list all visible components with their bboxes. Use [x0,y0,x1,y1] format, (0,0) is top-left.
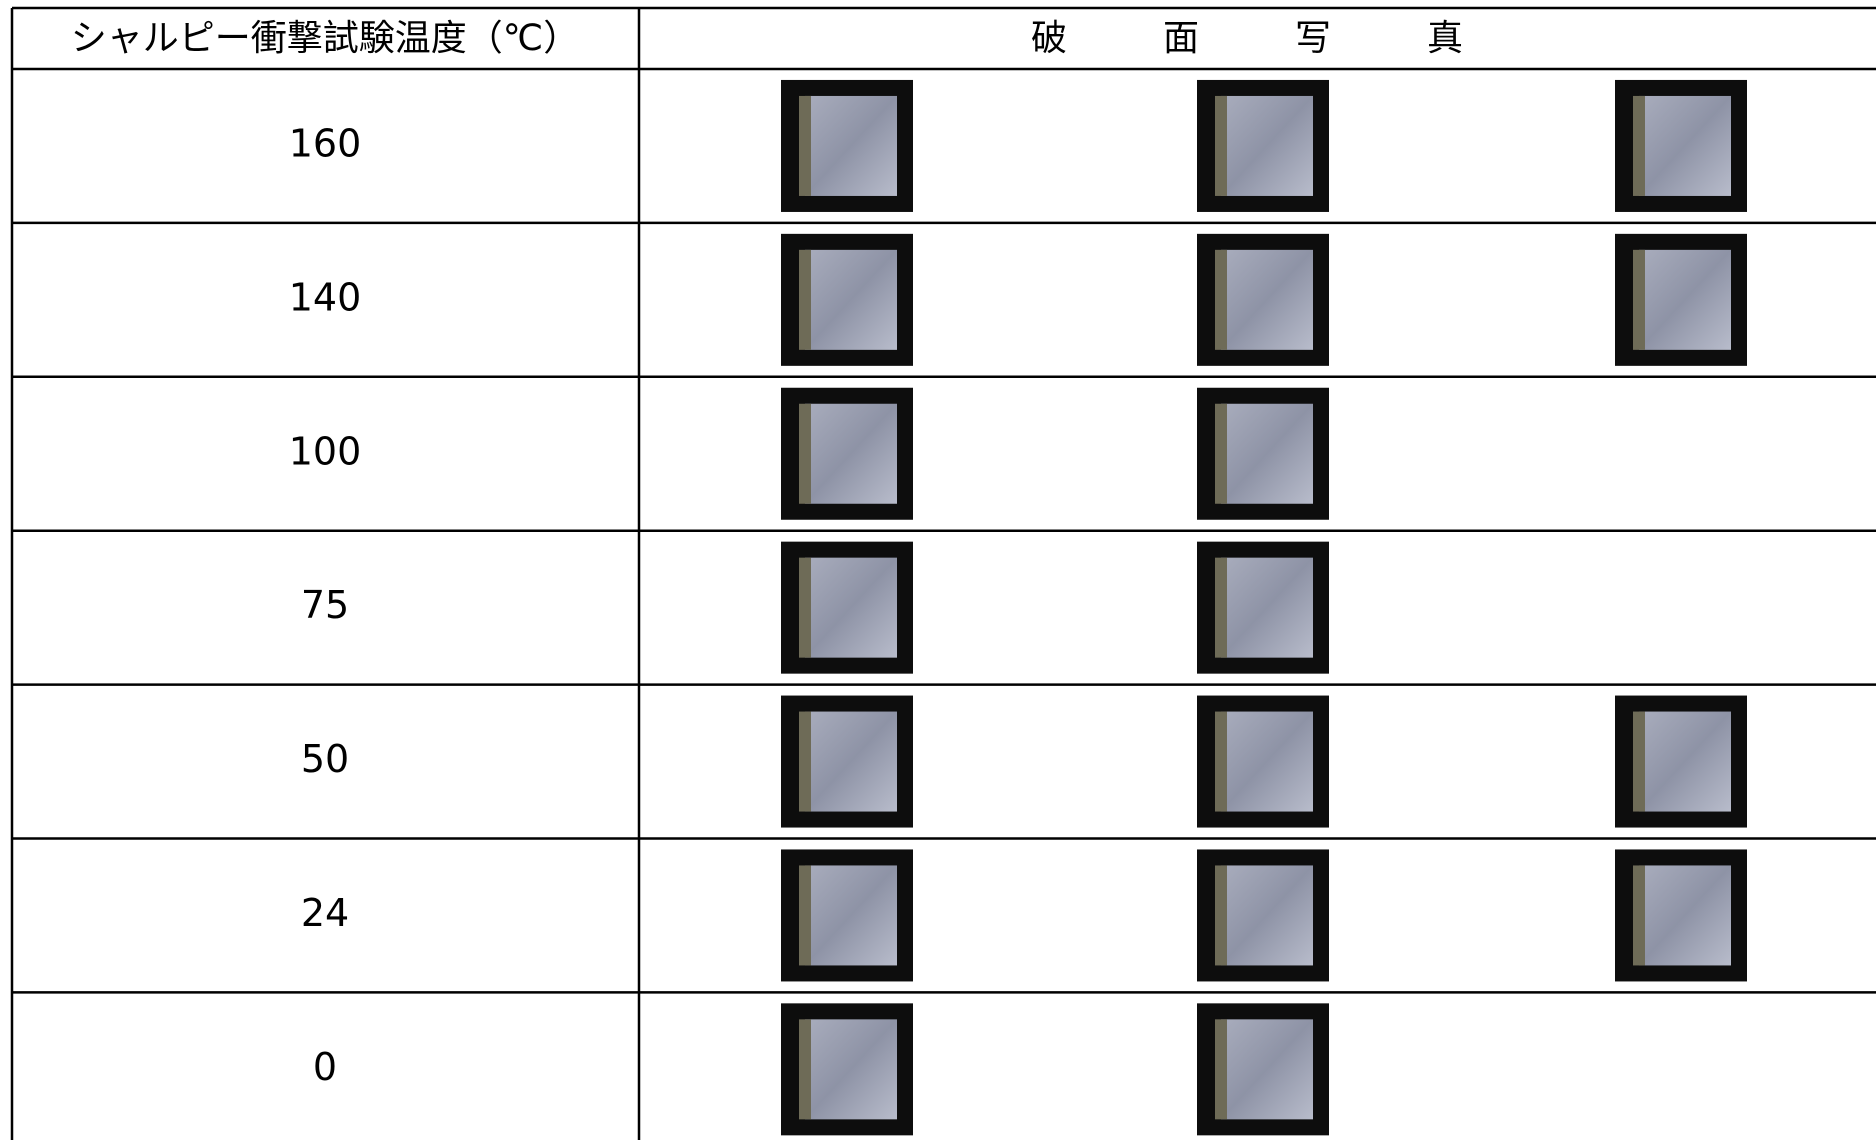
notch-edge [799,711,811,812]
temperature: 50 [301,737,349,781]
notch-edge [1215,865,1227,966]
temperature: 140 [289,275,362,319]
temperature: 160 [289,121,362,165]
notch-edge [1215,403,1227,504]
temperature: 100 [289,429,362,473]
notch-edge [1633,711,1645,812]
temperature: 75 [301,583,349,627]
temperature: 24 [301,891,349,935]
notch-edge [1633,95,1645,196]
fracture-surface [1221,711,1313,812]
notch-edge [1215,1019,1227,1120]
fracture-surface [805,403,897,504]
fracture-surface [1639,711,1731,812]
notch-edge [799,865,811,966]
notch-edge [799,249,811,350]
fracture-surface [805,1019,897,1120]
notch-edge [1633,865,1645,966]
fracture-surface [805,249,897,350]
fracture-surface [1221,865,1313,966]
header-temperature: シャルピー衝撃試験温度（℃） [71,18,579,59]
fracture-surface [1221,403,1313,504]
notch-edge [1215,557,1227,658]
fracture-surface [1639,95,1731,196]
fracture-surface [1221,249,1313,350]
fracture-surface [1639,249,1731,350]
notch-edge [799,557,811,658]
fracture-surface [805,95,897,196]
notch-edge [799,1019,811,1120]
fracture-surface [805,711,897,812]
notch-edge [1215,95,1227,196]
fracture-surface [1221,95,1313,196]
fracture-surface [805,865,897,966]
notch-edge [1633,249,1645,350]
fracture-surface [805,557,897,658]
fracture-surface [1221,557,1313,658]
notch-edge [1215,249,1227,350]
temperature: 0 [313,1045,337,1089]
notch-edge [1215,711,1227,812]
fracture-surface [1639,865,1731,966]
fracture-surface [1221,1019,1313,1120]
notch-edge [799,403,811,504]
notch-edge [799,95,811,196]
header-photos: 破 面 写 真 [1031,18,1493,59]
